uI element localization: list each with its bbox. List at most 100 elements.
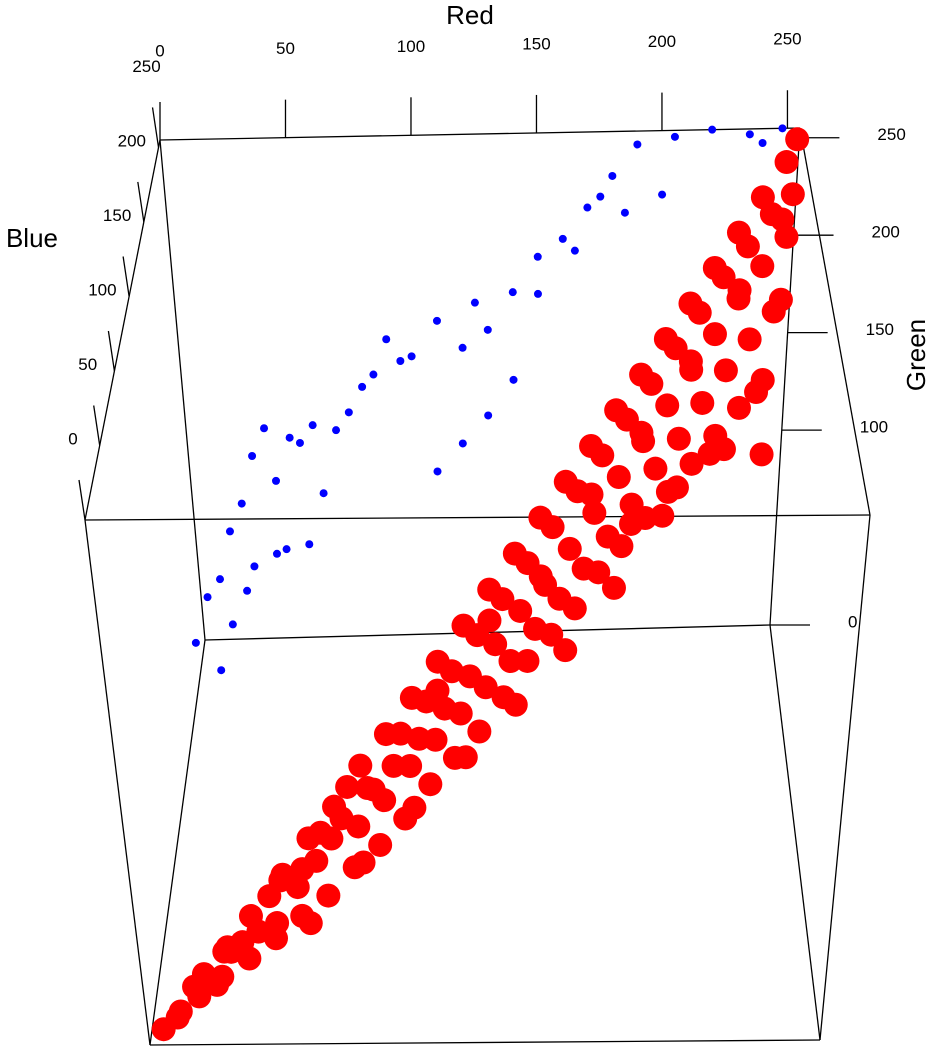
z-tick: [137, 181, 145, 223]
point: [540, 515, 565, 540]
point: [664, 475, 689, 500]
point: [432, 316, 441, 325]
point: [423, 727, 448, 752]
point: [458, 343, 467, 352]
x-tick-label: 150: [522, 34, 550, 53]
point: [271, 476, 280, 485]
point: [533, 252, 542, 261]
point: [268, 868, 293, 893]
point: [243, 586, 252, 595]
point: [470, 298, 479, 307]
point: [658, 190, 667, 199]
box-edge: [84, 514, 871, 521]
point: [448, 701, 473, 726]
point: [606, 465, 631, 490]
point: [237, 946, 262, 971]
z-tick-label: 50: [78, 355, 97, 374]
point: [590, 443, 615, 468]
point: [308, 421, 317, 430]
box-edge: [159, 139, 206, 641]
x-tick-label: 200: [648, 32, 676, 51]
point: [557, 536, 582, 561]
box-edge: [819, 514, 871, 1041]
point: [433, 467, 442, 476]
point: [388, 721, 413, 746]
point: [737, 327, 762, 352]
point: [601, 575, 626, 600]
point: [191, 638, 200, 647]
point: [477, 608, 502, 633]
point: [217, 666, 226, 675]
z-tick-label: 200: [118, 131, 146, 150]
point: [619, 511, 644, 536]
point: [368, 832, 393, 857]
box-edge: [159, 127, 801, 141]
point: [237, 499, 246, 508]
point: [708, 125, 717, 134]
point: [687, 300, 712, 325]
point: [319, 826, 344, 851]
z-tick: [107, 330, 116, 372]
x-axis-title: Red: [446, 0, 494, 30]
point: [770, 207, 795, 232]
point: [503, 692, 528, 717]
box-edge: [769, 127, 801, 626]
point: [425, 678, 450, 703]
point: [305, 540, 314, 549]
point: [750, 254, 775, 279]
point: [216, 575, 225, 584]
point: [473, 675, 498, 700]
box-edge: [799, 127, 871, 516]
point: [458, 439, 467, 448]
point: [562, 596, 587, 621]
point: [608, 171, 617, 180]
point: [711, 437, 736, 462]
point: [558, 234, 567, 243]
point: [396, 357, 405, 366]
point: [727, 278, 752, 303]
y-tick-label: 0: [848, 612, 857, 631]
point: [498, 649, 523, 674]
y-tick-label: 250: [877, 125, 905, 144]
point: [228, 620, 237, 629]
y-tick-label: 150: [866, 320, 894, 339]
z-tick: [151, 107, 160, 148]
point: [609, 534, 634, 559]
point: [332, 426, 341, 435]
point: [260, 424, 269, 433]
point: [629, 420, 654, 445]
point: [768, 287, 793, 312]
point: [582, 500, 607, 525]
point: [346, 814, 371, 839]
point: [335, 774, 360, 799]
point: [402, 795, 427, 820]
z-tick-label: 0: [68, 429, 77, 448]
point: [780, 182, 805, 207]
point: [774, 150, 799, 175]
point: [620, 208, 629, 217]
point: [508, 598, 533, 623]
point: [633, 140, 642, 149]
point: [358, 382, 367, 391]
point: [679, 451, 704, 476]
point: [418, 772, 443, 797]
point: [282, 545, 291, 554]
point: [182, 974, 207, 999]
point: [250, 562, 259, 571]
point: [215, 935, 240, 960]
point: [272, 549, 281, 558]
point: [655, 393, 680, 418]
point: [744, 380, 769, 405]
y-axis-title: Green: [901, 319, 931, 391]
box-edge: [84, 519, 151, 1046]
point: [407, 352, 416, 361]
box-edge: [84, 139, 161, 521]
point: [528, 564, 553, 589]
point: [210, 964, 235, 989]
box-edge: [149, 1039, 821, 1046]
point: [225, 527, 234, 536]
point: [579, 482, 604, 507]
point: [483, 325, 492, 334]
point: [778, 124, 787, 133]
point: [639, 371, 664, 396]
